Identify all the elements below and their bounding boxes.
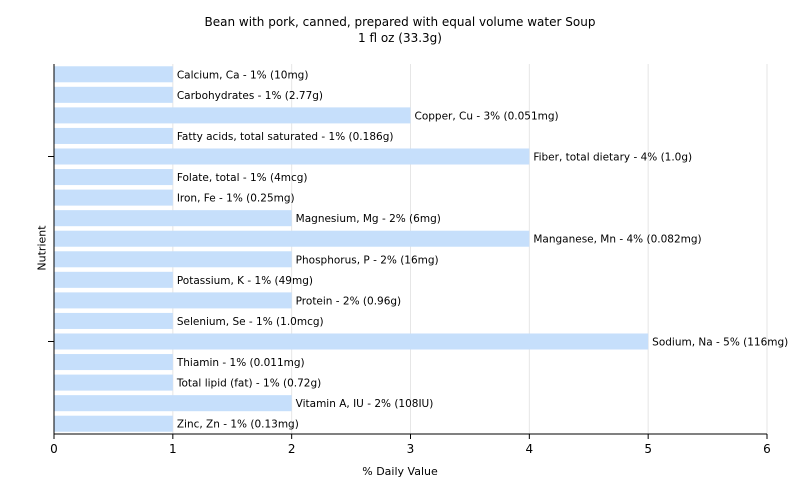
bar xyxy=(54,292,292,309)
bar-label: Manganese, Mn - 4% (0.082mg) xyxy=(533,234,701,246)
x-tick-label: 4 xyxy=(526,442,534,456)
bar xyxy=(54,374,173,391)
bar xyxy=(54,107,411,124)
bars xyxy=(54,66,649,432)
x-axis-label: % Daily Value xyxy=(362,465,438,478)
bar xyxy=(54,66,173,83)
bar-label: Fiber, total dietary - 4% (1.0g) xyxy=(533,152,692,164)
bar-label: Magnesium, Mg - 2% (6mg) xyxy=(296,213,441,225)
bar xyxy=(54,127,173,144)
bar-label: Fatty acids, total saturated - 1% (0.186… xyxy=(177,131,394,143)
bar-label: Phosphorus, P - 2% (16mg) xyxy=(296,254,439,266)
bar xyxy=(54,210,292,227)
bar-label: Protein - 2% (0.96g) xyxy=(296,295,402,307)
bar xyxy=(54,169,173,186)
x-tick-label: 2 xyxy=(288,442,296,456)
bar-label: Thiamin - 1% (0.011mg) xyxy=(176,357,305,369)
bar xyxy=(54,312,173,329)
bar-label: Zinc, Zn - 1% (0.13mg) xyxy=(177,419,299,431)
bar xyxy=(54,395,292,412)
bar-label: Sodium, Na - 5% (116mg) xyxy=(652,337,788,349)
bar-labels: Calcium, Ca - 1% (10mg) Carbohydrates - 1… xyxy=(176,69,788,430)
bar-label: Folate, total - 1% (4mcg) xyxy=(177,172,308,184)
bar xyxy=(54,148,530,165)
bar xyxy=(54,271,173,288)
x-tick-label: 3 xyxy=(407,442,415,456)
bar-label: Iron, Fe - 1% (0.25mg) xyxy=(177,193,295,205)
y-axis-label: Nutrient xyxy=(35,225,49,271)
bar-label: Copper, Cu - 3% (0.051mg) xyxy=(415,110,559,122)
bar xyxy=(54,251,292,268)
bar-label: Calcium, Ca - 1% (10mg) xyxy=(177,69,309,81)
bar xyxy=(54,415,173,432)
bar-label: Vitamin A, IU - 2% (108IU) xyxy=(296,398,434,410)
x-tick-label: 0 xyxy=(50,442,58,456)
bar-label: Potassium, K - 1% (49mg) xyxy=(177,275,313,287)
x-tick-label: 1 xyxy=(169,442,177,456)
chart-subtitle: 1 fl oz (33.3g) xyxy=(358,31,442,45)
bar xyxy=(54,333,649,350)
x-tick-label: 5 xyxy=(644,442,652,456)
bar xyxy=(54,354,173,371)
axes: 0 1 2 3 4 5 6 xyxy=(48,64,771,456)
bar xyxy=(54,189,173,206)
chart-title: Bean with pork, canned, prepared with eq… xyxy=(204,15,596,29)
bar-label: Total lipid (fat) - 1% (0.72g) xyxy=(176,378,321,390)
x-tick-label: 6 xyxy=(763,442,771,456)
bar-label: Carbohydrates - 1% (2.77g) xyxy=(177,90,323,102)
grid-lines xyxy=(172,64,768,434)
bar xyxy=(54,86,173,103)
bar xyxy=(54,230,530,247)
bar-label: Selenium, Se - 1% (1.0mcg) xyxy=(177,316,324,328)
